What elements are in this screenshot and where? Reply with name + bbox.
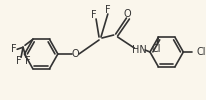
Text: F: F (91, 10, 96, 20)
Text: F: F (11, 44, 17, 54)
Text: F: F (16, 56, 22, 66)
Text: Cl: Cl (195, 47, 205, 57)
Text: HN: HN (131, 45, 146, 55)
Text: O: O (123, 9, 131, 19)
Text: Cl: Cl (151, 44, 160, 54)
Text: O: O (71, 49, 79, 59)
Text: F: F (25, 56, 31, 66)
Text: F: F (104, 5, 110, 15)
